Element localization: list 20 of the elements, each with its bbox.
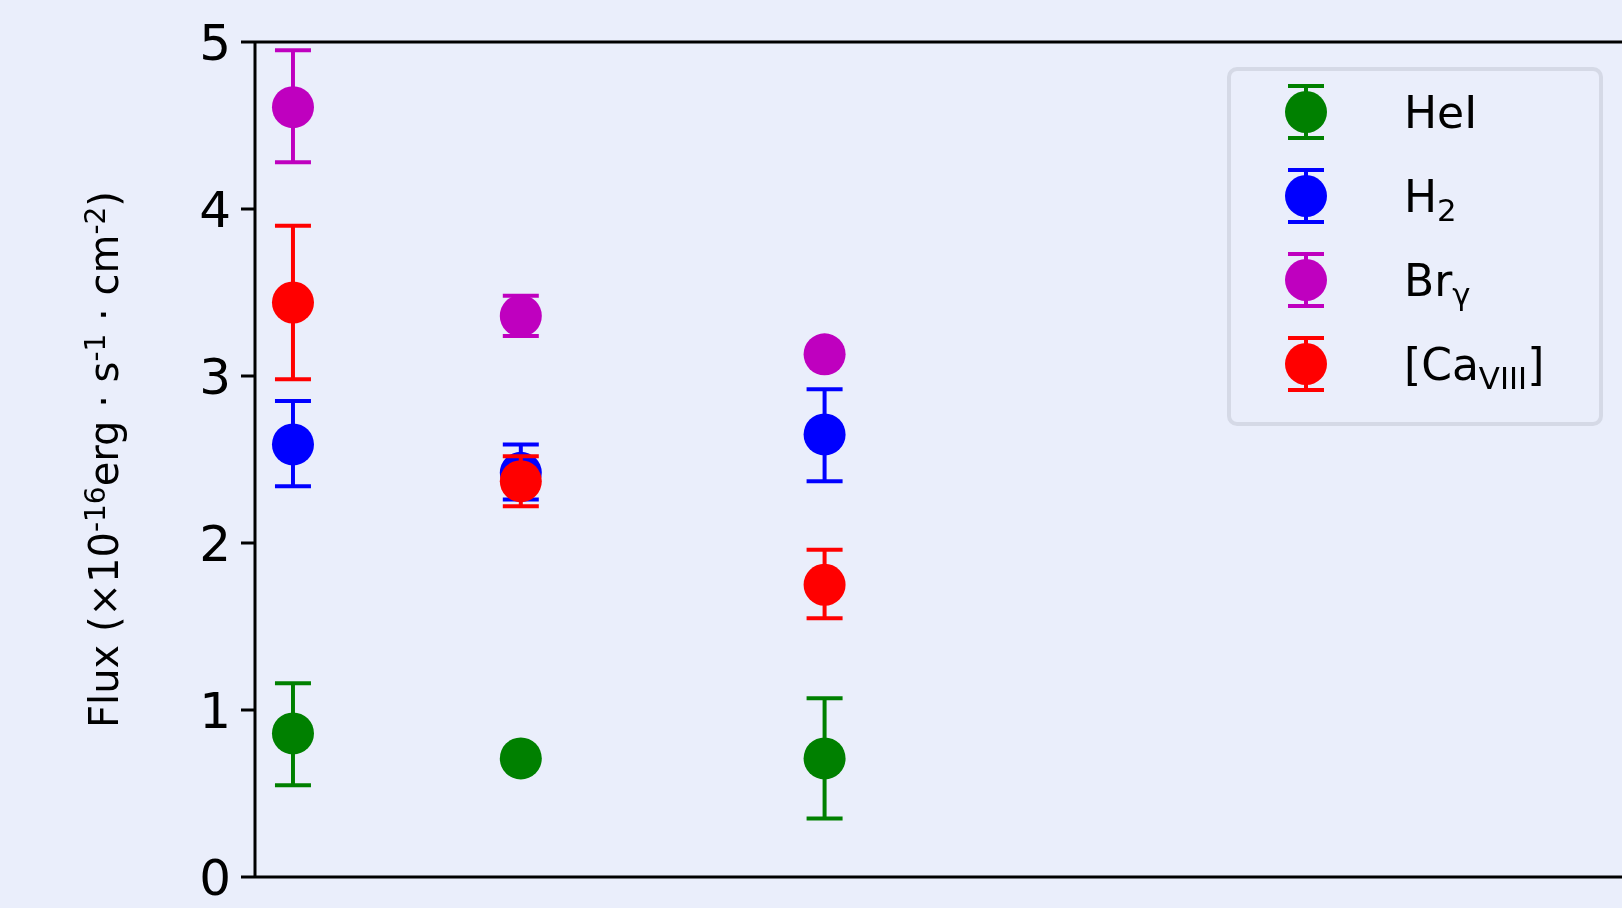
legend-label: [Ca$_{VIII}$] xyxy=(1404,338,1545,397)
point xyxy=(803,563,846,606)
y-tick-label: 1 xyxy=(199,682,231,740)
point xyxy=(499,460,542,503)
point xyxy=(271,86,314,129)
legend-label: HeI xyxy=(1404,86,1478,138)
y-tick-label: 4 xyxy=(199,181,231,239)
point xyxy=(499,737,542,780)
legend-label: H$_{2}$ xyxy=(1404,170,1457,229)
point xyxy=(271,712,314,755)
point xyxy=(803,413,846,456)
y-tick-label: 2 xyxy=(199,515,231,573)
y-tick-label: 5 xyxy=(199,14,231,72)
legend-label: Br$_{γ}$ xyxy=(1404,254,1471,313)
point xyxy=(803,333,846,376)
y-tick-label: 3 xyxy=(199,348,231,406)
point xyxy=(803,737,846,780)
point xyxy=(271,281,314,324)
point xyxy=(271,423,314,466)
y-tick-label: 0 xyxy=(199,849,231,907)
